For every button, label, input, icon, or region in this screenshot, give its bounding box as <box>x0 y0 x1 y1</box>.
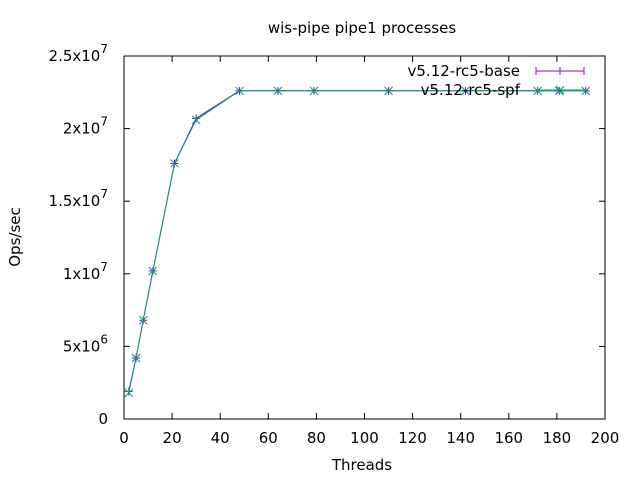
y-tick-label: 0 <box>98 410 108 428</box>
data-point <box>273 86 283 96</box>
data-point-d2 <box>191 115 201 125</box>
data-point <box>124 388 134 398</box>
x-axis-label: Threads <box>331 456 392 474</box>
x-tick-label: 120 <box>398 429 427 447</box>
data-point <box>384 86 393 96</box>
legend-label: v5.12-rc5-spf <box>421 81 521 99</box>
legend-marker <box>555 85 565 95</box>
data-point <box>533 86 543 96</box>
series-line-1 <box>128 90 586 392</box>
x-tick-label: 200 <box>591 429 620 447</box>
y-tick-exponent: 7 <box>100 187 108 201</box>
x-tick-label: 40 <box>211 429 230 447</box>
x-tick-label: 160 <box>494 429 523 447</box>
y-tick-label: 2x107 <box>63 115 108 138</box>
x-tick-label: 100 <box>350 429 379 447</box>
series-layer <box>124 86 591 398</box>
data-point <box>131 353 141 363</box>
x-tick-label: 180 <box>543 429 572 447</box>
data-point <box>235 86 244 96</box>
y-tick-exponent: 6 <box>100 332 108 346</box>
data-point <box>581 86 591 96</box>
y-tick-exponent: 7 <box>100 42 108 56</box>
y-tick-mantissa: 5x10 <box>63 337 101 355</box>
data-point <box>148 266 158 276</box>
y-tick-mantissa: 2.5x10 <box>49 47 101 65</box>
data-point-d2 <box>273 86 283 96</box>
x-tick-label: 0 <box>119 429 129 447</box>
x-tick-label: 80 <box>307 429 326 447</box>
data-point-d2 <box>581 86 591 96</box>
y-tick-mantissa: 0 <box>98 410 108 428</box>
y-tick-label: 2.5x107 <box>49 42 108 65</box>
x-tick-label: 20 <box>163 429 182 447</box>
data-point <box>461 86 470 96</box>
y-tick-mantissa: 1.5x10 <box>49 192 101 210</box>
data-point <box>138 315 148 325</box>
y-tick-label: 1.5x107 <box>49 187 108 210</box>
x-tick-label: 60 <box>259 429 278 447</box>
y-tick-label: 1x107 <box>63 260 108 283</box>
y-tick-exponent: 7 <box>100 115 108 129</box>
data-point-d2 <box>384 86 393 96</box>
data-point-d2 <box>170 159 179 168</box>
legend-marker <box>556 67 564 75</box>
plot-frame <box>123 55 606 420</box>
data-point <box>309 86 319 96</box>
data-point-d2 <box>533 86 543 96</box>
series-line-2 <box>128 90 586 394</box>
data-point-d2 <box>124 388 134 398</box>
chart-title: wis-pipe pipe1 processes <box>268 19 456 37</box>
data-point-d2 <box>138 315 148 325</box>
data-point-d2 <box>131 353 141 363</box>
legend-label: v5.12-rc5-base <box>408 62 521 80</box>
y-tick-exponent: 7 <box>100 260 108 274</box>
y-tick-mantissa: 1x10 <box>63 265 101 283</box>
legend-marker-d2 <box>555 85 565 95</box>
axis-ticks: 0 20 40 60 80 100 120 140 160 180 20005x1061x1071.… <box>49 42 620 447</box>
data-point <box>170 159 179 168</box>
y-axis-label: Ops/sec <box>6 207 24 267</box>
data-point-d2 <box>235 86 244 96</box>
data-point-d2 <box>461 86 470 96</box>
x-tick-label: 140 <box>446 429 475 447</box>
data-point-d2 <box>148 266 158 276</box>
y-tick-label: 5x106 <box>63 332 108 355</box>
data-point <box>191 115 201 125</box>
y-tick-mantissa: 2x10 <box>63 120 101 138</box>
data-point-d2 <box>309 86 319 96</box>
